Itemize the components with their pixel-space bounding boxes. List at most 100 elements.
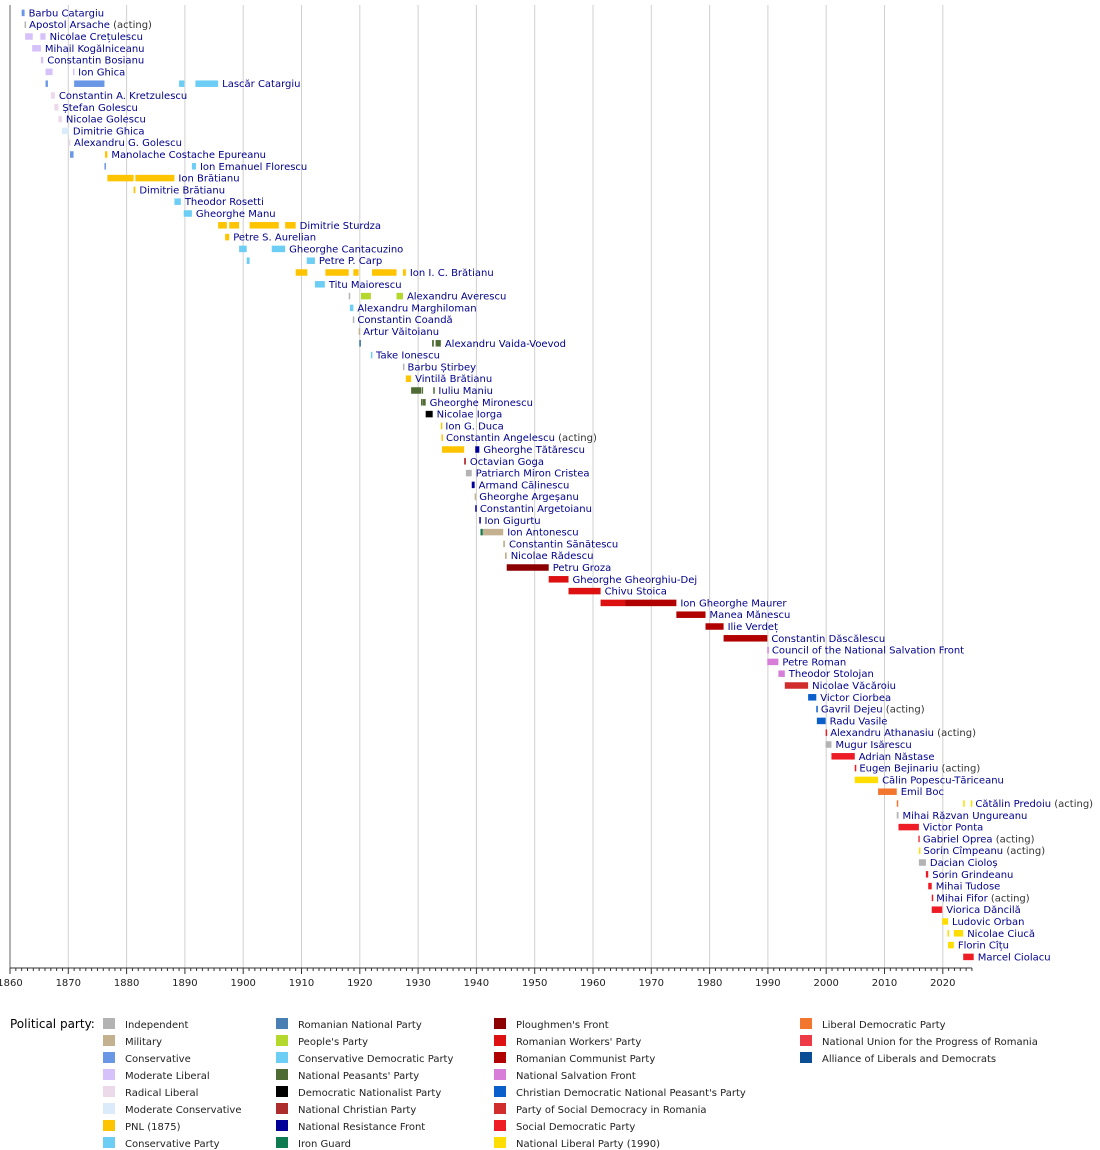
pm-label[interactable]: Mihai Răzvan Ungureanu: [902, 811, 1027, 822]
pm-name[interactable]: Alexandru Vaida-Voevod: [445, 339, 566, 350]
pm-name[interactable]: Gheorghe Gheorghiu-Dej: [573, 575, 698, 586]
pm-label[interactable]: Eugen Bejinariu (acting): [859, 764, 980, 775]
pm-name[interactable]: Gabriel Oprea: [923, 834, 993, 845]
pm-name[interactable]: Viorica Dăncilă: [946, 905, 1021, 916]
pm-label[interactable]: Gheorghe Tătărescu: [483, 445, 585, 456]
pm-label[interactable]: Artur Văitoianu: [363, 327, 439, 338]
pm-label[interactable]: Ion Gheorghe Maurer: [680, 598, 787, 609]
pm-name[interactable]: Cătălin Predoiu: [975, 799, 1051, 810]
pm-label[interactable]: Iuliu Maniu: [438, 386, 493, 397]
pm-label[interactable]: Cătălin Predoiu (acting): [975, 799, 1093, 810]
pm-label[interactable]: Constantin Coandă: [357, 315, 452, 326]
pm-name[interactable]: Council of the National Salvation Front: [772, 646, 964, 657]
pm-label[interactable]: Mihai Tudose: [936, 882, 1001, 893]
pm-label[interactable]: Ion Brătianu: [178, 174, 239, 185]
pm-label[interactable]: Petru Groza: [553, 563, 612, 574]
pm-name[interactable]: Iuliu Maniu: [438, 386, 493, 397]
pm-name[interactable]: Ilie Verdeț: [728, 622, 778, 633]
pm-name[interactable]: Emil Boc: [901, 787, 944, 798]
pm-name[interactable]: Gheorghe Manu: [196, 209, 276, 220]
pm-label[interactable]: Lascăr Catargiu: [222, 79, 300, 90]
pm-label[interactable]: Sorin Grindeanu: [932, 870, 1013, 881]
pm-name[interactable]: Constantin Angelescu: [446, 433, 555, 444]
pm-label[interactable]: Theodor Rosetti: [184, 197, 264, 208]
pm-label[interactable]: Ion Emanuel Florescu: [200, 162, 307, 173]
pm-label[interactable]: Constantin Bosianu: [47, 56, 144, 67]
pm-label[interactable]: Constantin Argetoianu: [480, 504, 592, 515]
pm-label[interactable]: Manolache Costache Epureanu: [111, 150, 266, 161]
pm-name[interactable]: Nicolae Rădescu: [511, 551, 594, 562]
pm-label[interactable]: Titu Maiorescu: [328, 280, 402, 291]
pm-label[interactable]: Mihail Kogălniceanu: [45, 44, 145, 55]
pm-name[interactable]: Nicolae Golescu: [66, 115, 146, 126]
pm-label[interactable]: Petre P. Carp: [319, 256, 382, 267]
pm-name[interactable]: Alexandru Athanasiu: [830, 728, 934, 739]
pm-label[interactable]: Viorica Dăncilă: [946, 905, 1021, 916]
pm-label[interactable]: Gheorghe Cantacuzino: [289, 244, 403, 255]
pm-label[interactable]: Gheorghe Manu: [196, 209, 276, 220]
pm-name[interactable]: Nicolae Crețulescu: [50, 32, 143, 43]
pm-label[interactable]: Theodor Stolojan: [788, 669, 874, 680]
pm-label[interactable]: Nicolae Golescu: [66, 115, 146, 126]
pm-label[interactable]: Marcel Ciolacu: [978, 952, 1051, 963]
pm-name[interactable]: Alexandru Averescu: [407, 292, 506, 303]
pm-label[interactable]: Gheorghe Argeșanu: [479, 492, 579, 503]
pm-label[interactable]: Constantin Dăscălescu: [771, 634, 885, 645]
pm-name[interactable]: Marcel Ciolacu: [978, 952, 1051, 963]
pm-name[interactable]: Petre Roman: [782, 657, 846, 668]
pm-label[interactable]: Gavril Dejeu (acting): [821, 705, 925, 716]
pm-name[interactable]: Gheorghe Cantacuzino: [289, 244, 403, 255]
pm-label[interactable]: Ludovic Orban: [952, 917, 1024, 928]
pm-label[interactable]: Constantin Sănătescu: [509, 539, 618, 550]
pm-label[interactable]: Dacian Cioloș: [930, 858, 998, 869]
pm-name[interactable]: Lascăr Catargiu: [222, 79, 300, 90]
pm-label[interactable]: Petre Roman: [782, 657, 846, 668]
pm-name[interactable]: Mihai Tudose: [936, 882, 1001, 893]
pm-name[interactable]: Sorin Grindeanu: [932, 870, 1013, 881]
pm-label[interactable]: Manea Mănescu: [710, 610, 791, 621]
pm-name[interactable]: Alexandru G. Golescu: [74, 138, 182, 149]
pm-label[interactable]: Constantin Angelescu (acting): [446, 433, 597, 444]
pm-label[interactable]: Victor Ciorbea: [820, 693, 891, 704]
pm-name[interactable]: Dimitrie Brătianu: [139, 185, 225, 196]
pm-name[interactable]: Mugur Isărescu: [835, 740, 911, 751]
pm-label[interactable]: Patriarch Miron Cristea: [476, 469, 590, 480]
pm-name[interactable]: Nicolae Iorga: [437, 410, 503, 421]
pm-label[interactable]: Octavian Goga: [470, 457, 544, 468]
pm-name[interactable]: Petre S. Aurelian: [233, 233, 316, 244]
pm-label[interactable]: Dimitrie Brătianu: [139, 185, 225, 196]
pm-label[interactable]: Gabriel Oprea (acting): [923, 834, 1035, 845]
pm-name[interactable]: Ludovic Orban: [952, 917, 1024, 928]
pm-label[interactable]: Alexandru G. Golescu: [74, 138, 182, 149]
pm-label[interactable]: Nicolae Văcăroiu: [812, 681, 896, 692]
pm-label[interactable]: Dimitrie Ghica: [73, 126, 145, 137]
pm-label[interactable]: Sorin Cîmpeanu (acting): [923, 845, 1045, 857]
pm-name[interactable]: Barbu Știrbey: [408, 362, 477, 373]
pm-name[interactable]: Armand Călinescu: [479, 480, 570, 491]
pm-name[interactable]: Alexandru Marghiloman: [357, 303, 476, 314]
pm-label[interactable]: Adrian Năstase: [859, 752, 935, 763]
pm-name[interactable]: Theodor Rosetti: [184, 197, 264, 208]
pm-label[interactable]: Barbu Știrbey: [408, 362, 477, 373]
pm-label[interactable]: Gheorghe Mironescu: [430, 398, 533, 409]
pm-name[interactable]: Titu Maiorescu: [328, 280, 402, 291]
pm-label[interactable]: Călin Popescu-Tăriceanu: [882, 775, 1004, 786]
pm-name[interactable]: Florin Cîțu: [958, 940, 1009, 952]
pm-name[interactable]: Mihai Răzvan Ungureanu: [902, 811, 1027, 822]
pm-name[interactable]: Gavril Dejeu: [821, 705, 883, 716]
pm-name[interactable]: Adrian Năstase: [859, 752, 935, 763]
pm-label[interactable]: Victor Ponta: [923, 823, 983, 834]
pm-label[interactable]: Ion Ghica: [78, 67, 125, 78]
pm-label[interactable]: Vintilă Brătianu: [415, 374, 492, 385]
pm-name[interactable]: Dimitrie Sturdza: [300, 221, 381, 232]
pm-label[interactable]: Mugur Isărescu: [835, 740, 911, 751]
pm-name[interactable]: Patriarch Miron Cristea: [476, 469, 590, 480]
pm-label[interactable]: Armand Călinescu: [479, 480, 570, 491]
pm-label[interactable]: Alexandru Averescu: [407, 292, 506, 303]
pm-label[interactable]: Council of the National Salvation Front: [772, 646, 964, 657]
pm-name[interactable]: Ion I. C. Brătianu: [410, 268, 494, 279]
pm-name[interactable]: Chivu Stoica: [605, 587, 667, 598]
pm-name[interactable]: Petre P. Carp: [319, 256, 382, 267]
pm-label[interactable]: Ion I. C. Brătianu: [410, 268, 494, 279]
pm-name[interactable]: Radu Vasile: [830, 716, 888, 727]
